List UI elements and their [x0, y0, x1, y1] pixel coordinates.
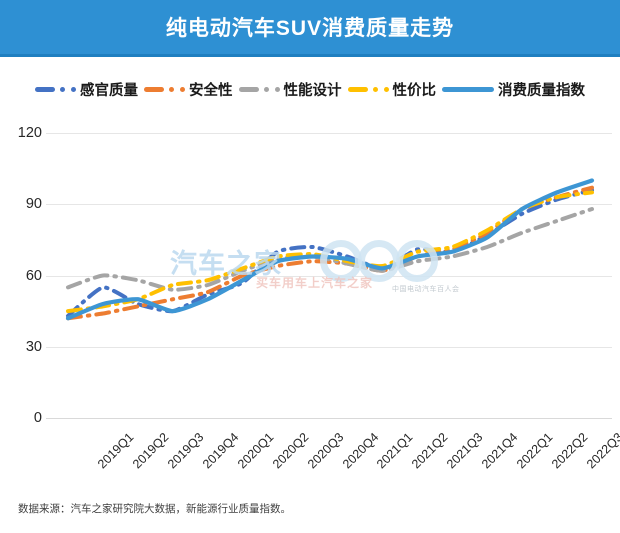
- chart-series-canvas: [65, 178, 595, 321]
- legend-label: 性能设计: [283, 82, 342, 99]
- page-title: 纯电动汽车SUV消费质量走势: [165, 17, 455, 40]
- x-tick-label: 2019Q1: [95, 430, 137, 472]
- plot-area: 120 90 60 30 0: [0, 110, 620, 430]
- series-line-消费质量指数: [65, 178, 595, 321]
- y-tick-label: 90: [25, 196, 42, 212]
- legend-swatch-dash-dot-icon: [35, 86, 76, 92]
- x-tick-label: 2022Q1: [514, 430, 556, 472]
- legend-label: 安全性: [189, 82, 233, 99]
- legend-swatch-dash-dot-icon: [347, 86, 389, 92]
- chart-legend: 感官质量 安全性 性能设计 性价比: [0, 72, 620, 106]
- x-tick-label: 2021Q3: [444, 430, 486, 472]
- x-tick-label: 2022Q3: [584, 430, 620, 472]
- legend-swatch-solid-icon: [442, 86, 494, 92]
- legend-label: 性价比: [392, 82, 437, 99]
- gridline: [46, 133, 612, 134]
- legend-item-quality-index[interactable]: 消费质量指数: [442, 79, 585, 100]
- legend-item-performance-design[interactable]: 性能设计: [238, 79, 342, 100]
- series-line-性能设计: [66, 207, 594, 292]
- x-tick-label: 2021Q1: [374, 430, 416, 472]
- legend-label: 感官质量: [80, 82, 138, 99]
- y-tick-label: 120: [17, 125, 42, 141]
- legend-item-sensory-quality[interactable]: 感官质量: [35, 79, 138, 100]
- grid-area: [46, 110, 612, 430]
- y-tick-label: 30: [25, 339, 42, 355]
- legend-item-safety[interactable]: 安全性: [144, 79, 233, 100]
- legend-item-value-for-money[interactable]: 性价比: [347, 79, 437, 100]
- legend-swatch-dash-dot-icon: [144, 86, 185, 92]
- x-tick-label: 2021Q2: [409, 430, 451, 472]
- legend-label: 消费质量指数: [498, 82, 585, 99]
- legend-swatch-dash-dot-icon: [238, 86, 280, 92]
- y-tick-label: 0: [33, 410, 42, 426]
- title-bar: 纯电动汽车SUV消费质量走势: [0, 0, 620, 57]
- gridline: [46, 204, 612, 205]
- x-tick-label: 2020Q1: [234, 430, 277, 472]
- gridline: [46, 347, 612, 348]
- x-tick-label: 2021Q4: [479, 430, 521, 472]
- x-tick-label: 2019Q3: [164, 430, 207, 472]
- x-tick-label: 2019Q4: [199, 430, 242, 472]
- x-tick-label: 2022Q2: [549, 430, 591, 472]
- y-axis: 120 90 60 30 0: [0, 110, 46, 430]
- x-tick-label: 2020Q4: [339, 430, 381, 472]
- x-tick-label: 2019Q2: [129, 430, 172, 472]
- x-tick-label: 2020Q3: [304, 430, 346, 472]
- x-axis-baseline: [46, 418, 612, 419]
- source-note: 数据来源：汽车之家研究院大数据，新能源行业质量指数。: [18, 503, 291, 515]
- y-tick-label: 60: [25, 268, 42, 284]
- x-tick-label: 2020Q2: [269, 430, 312, 472]
- x-axis: 2019Q1 2019Q2 2019Q3 2019Q4 2020Q1 2020Q2 2020…: [46, 430, 620, 490]
